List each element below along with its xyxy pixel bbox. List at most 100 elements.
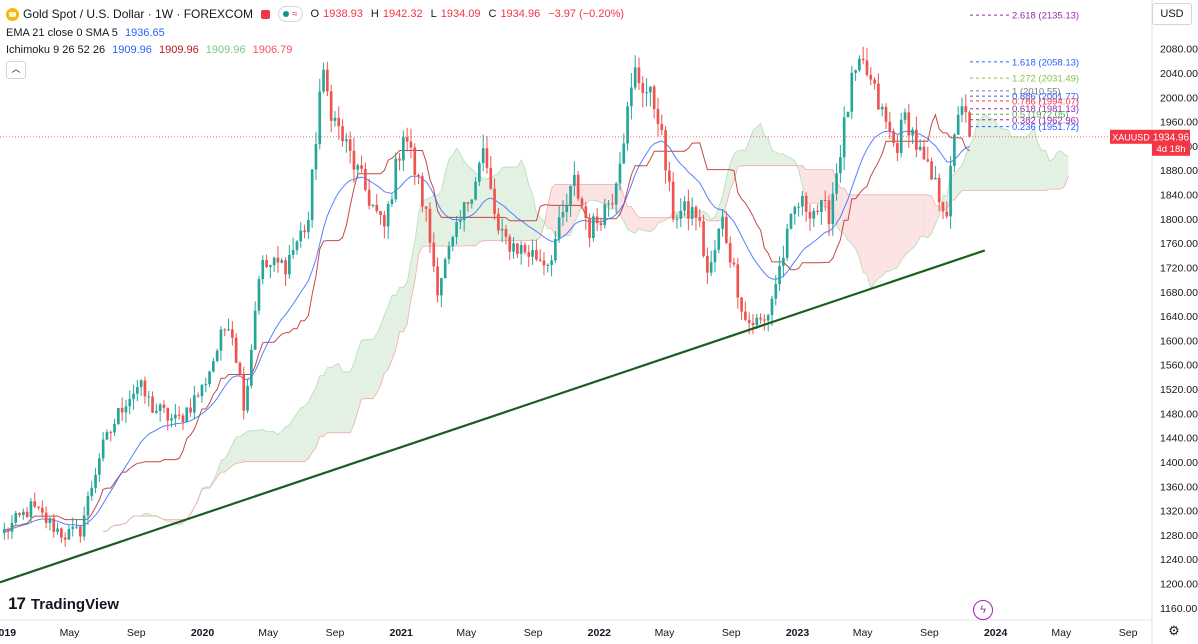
candle-body	[717, 228, 721, 250]
candle-body	[189, 407, 192, 413]
candle-body	[18, 513, 21, 516]
candle-body	[922, 146, 926, 160]
candle-body	[200, 384, 204, 397]
candle	[383, 211, 386, 239]
candle-body	[873, 79, 876, 84]
symbol-tag-text: XAUUSD	[1112, 132, 1150, 142]
candle-body	[861, 58, 865, 61]
candle-body	[569, 185, 572, 205]
cloud-segment-bullish	[973, 122, 978, 191]
ema-value: 1936.65	[124, 27, 165, 39]
candle-body	[595, 216, 599, 224]
candle	[888, 112, 892, 139]
cloud-segment-bullish	[540, 217, 544, 238]
gear-icon[interactable]: ⚙	[1168, 623, 1180, 638]
candle-body	[307, 220, 310, 233]
candle-body	[466, 202, 470, 204]
candle	[873, 77, 876, 90]
price-tick-label: 1840.00	[1160, 190, 1198, 202]
candle	[375, 194, 379, 214]
candle	[193, 385, 196, 420]
candle-body	[858, 58, 861, 71]
candle	[177, 406, 181, 420]
chevron-up-icon[interactable]: ︿	[6, 61, 26, 79]
candle-body	[204, 384, 208, 386]
candle	[242, 366, 246, 420]
cloud-segment-bullish	[232, 436, 237, 466]
candle	[516, 243, 519, 258]
cloud-segment-bearish	[585, 184, 590, 204]
time-tick-label: May	[456, 627, 477, 639]
candle-body	[827, 200, 831, 225]
cloud-segment-bullish	[243, 431, 248, 462]
cloud-segment-bullish	[308, 394, 313, 459]
candle	[493, 178, 496, 220]
candle-body	[542, 260, 546, 266]
candle	[546, 263, 550, 273]
candle	[101, 432, 105, 462]
candle	[664, 126, 667, 184]
candle-body	[941, 202, 945, 212]
close-label: C	[488, 8, 497, 20]
time-tick-label: 2023	[786, 627, 810, 639]
cloud-segment-bullish	[399, 287, 404, 332]
candle	[694, 204, 698, 231]
cloud-segment-bullish	[524, 168, 529, 241]
cloud-segment-bullish	[722, 177, 727, 221]
lightning-icon[interactable]: ϟ	[973, 600, 993, 620]
cloud-segment-bearish	[597, 184, 601, 203]
candle	[683, 196, 686, 217]
cloud-segment-bearish	[551, 184, 556, 237]
candle	[937, 173, 941, 212]
candle	[941, 201, 945, 220]
candle-body	[257, 279, 261, 311]
candle-body	[622, 143, 626, 164]
candle-body	[52, 518, 56, 532]
candle-body	[223, 329, 227, 331]
fibonacci-extension: 2.618 (2135.13) 1.618 (2058.13) 1.272 (203…	[970, 11, 1079, 133]
candle	[599, 217, 603, 231]
candle-body	[550, 260, 553, 266]
fib-level-label: 0.236 (1951.72)	[1012, 122, 1079, 133]
alert-badge-icon[interactable]	[261, 9, 271, 19]
candle-body	[162, 404, 166, 409]
candle-body	[937, 177, 941, 203]
candle	[595, 208, 599, 231]
symbol-title[interactable]: Gold Spot / U.S. Dollar · 1W · FOREXCOM	[23, 7, 254, 21]
cloud-segment-bullish	[483, 178, 487, 241]
candle-body	[523, 245, 527, 253]
cloud-segment-bullish	[1022, 136, 1027, 191]
fib-level-label: 2.618 (2135.13)	[1012, 11, 1079, 22]
candle-body	[265, 260, 268, 268]
candle-body	[60, 528, 63, 538]
cloud-segment-bullish	[285, 424, 290, 462]
cloud-segment-bullish	[361, 339, 366, 399]
cloud-segment-bullish	[718, 196, 723, 221]
tradingview-logo[interactable]: 17 TradingView	[8, 594, 119, 614]
candle-body	[535, 250, 538, 260]
candle-body	[405, 137, 409, 142]
candle-body	[968, 112, 971, 137]
ema-legend[interactable]: EMA 21 close 0 SMA 5 1936.65	[6, 27, 165, 39]
candle-body	[402, 137, 405, 161]
candle	[367, 178, 371, 210]
cloud-segment-bullish	[730, 153, 734, 191]
currency-button[interactable]: USD	[1152, 3, 1192, 25]
ichimoku-legend[interactable]: Ichimoku 9 26 52 26 1909.96 1909.96 1909…	[6, 44, 292, 56]
candle	[698, 209, 702, 228]
candle	[557, 205, 561, 243]
candle-body	[675, 218, 679, 220]
candle	[303, 224, 306, 239]
ichimoku-base-value: 1909.96	[158, 44, 199, 56]
candle-body	[964, 106, 968, 113]
market-status-pill[interactable]: ≈	[278, 6, 303, 22]
candle-body	[113, 423, 116, 433]
time-tick-label: 2024	[984, 627, 1008, 639]
candle-body	[709, 262, 713, 273]
candle-body	[158, 404, 162, 411]
price-tick-label: 1720.00	[1160, 262, 1198, 274]
candle-body	[679, 210, 683, 219]
candle	[90, 481, 94, 501]
candle-body	[812, 210, 816, 219]
